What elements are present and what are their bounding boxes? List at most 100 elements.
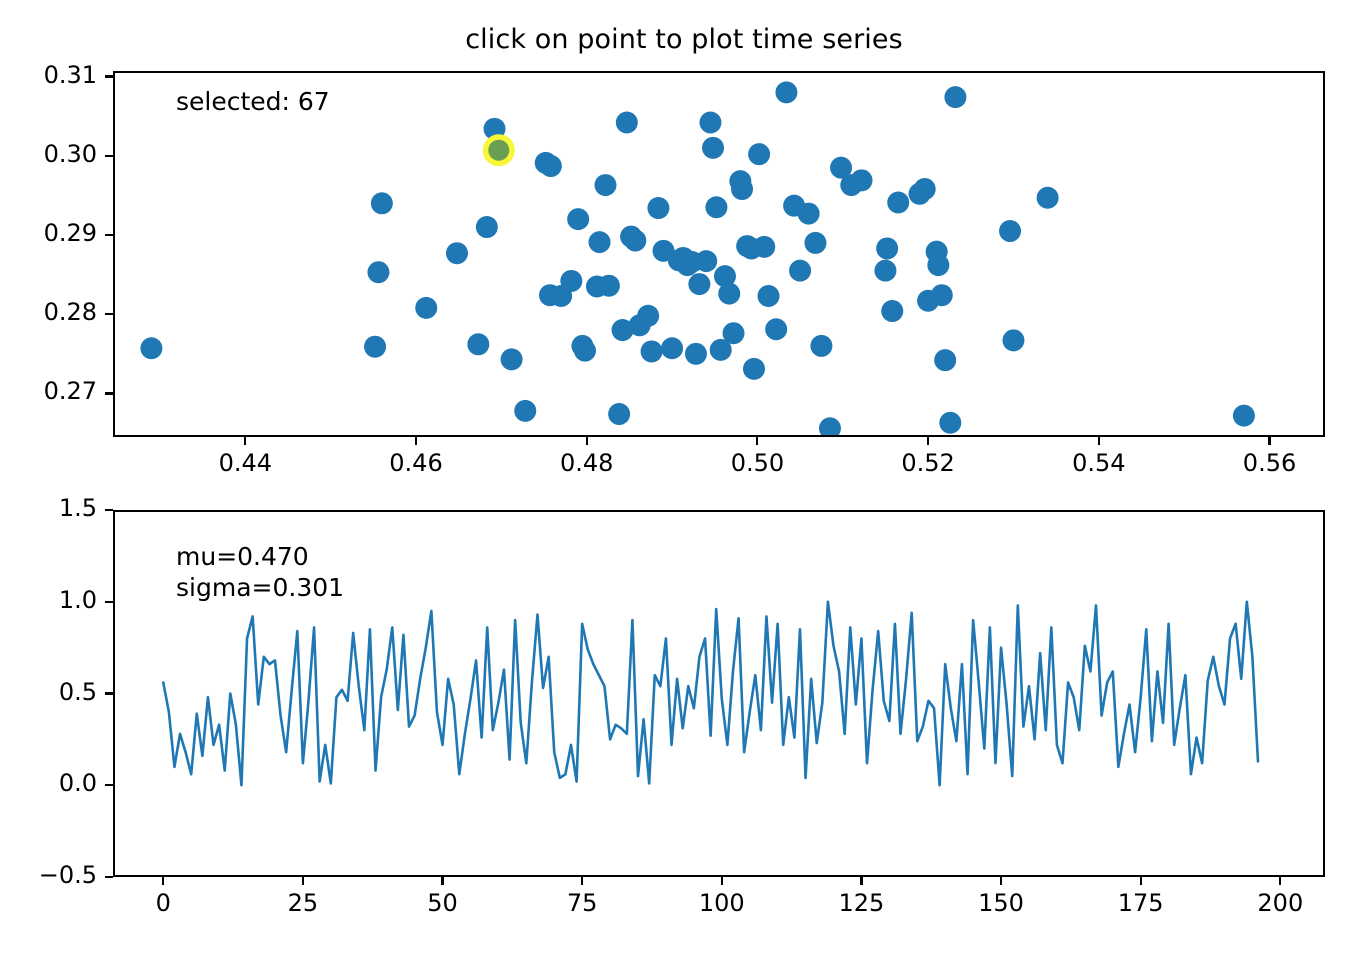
timeseries-x-tickmark (999, 877, 1003, 885)
scatter-point[interactable] (695, 250, 718, 273)
scatter-point[interactable] (757, 284, 780, 307)
scatter-x-tickmark (414, 437, 418, 445)
scatter-point[interactable] (810, 334, 833, 357)
scatter-point[interactable] (939, 411, 962, 434)
timeseries-y-tickmark (105, 508, 113, 512)
scatter-point[interactable] (876, 237, 899, 260)
scatter-plot-axes[interactable] (113, 71, 1325, 437)
timeseries-x-tick-label: 0 (155, 889, 171, 917)
scatter-x-tick-label: 0.52 (901, 449, 955, 477)
scatter-point[interactable] (818, 417, 841, 435)
scatter-point[interactable] (1036, 186, 1059, 209)
scatter-point[interactable] (415, 296, 438, 319)
timeseries-x-tick-label: 200 (1257, 889, 1304, 917)
scatter-point[interactable] (367, 261, 390, 284)
scatter-point[interactable] (140, 337, 163, 360)
scatter-point[interactable] (560, 269, 583, 292)
scatter-point[interactable] (705, 196, 728, 219)
scatter-point[interactable] (467, 333, 490, 356)
scatter-point[interactable] (753, 235, 776, 258)
scatter-point[interactable] (588, 231, 611, 254)
scatter-point[interactable] (702, 136, 725, 159)
scatter-point[interactable] (927, 254, 950, 277)
scatter-x-tickmark (1097, 437, 1100, 445)
scatter-point[interactable] (999, 220, 1022, 243)
scatter-point[interactable] (789, 259, 812, 282)
scatter-point[interactable] (611, 319, 634, 342)
scatter-point[interactable] (797, 202, 820, 225)
scatter-point[interactable] (804, 231, 827, 254)
timeseries-y-tickmark (105, 600, 113, 603)
scatter-point[interactable] (748, 143, 771, 166)
timeseries-x-tick-label: 100 (698, 889, 745, 917)
scatter-point[interactable] (709, 338, 732, 361)
scatter-point[interactable] (934, 349, 957, 372)
scatter-point[interactable] (364, 335, 387, 358)
scatter-point[interactable] (775, 81, 798, 104)
scatter-point[interactable] (445, 242, 468, 265)
scatter-point[interactable] (713, 265, 736, 288)
timeseries-x-tick-label: 25 (287, 889, 319, 917)
scatter-point[interactable] (637, 304, 660, 327)
scatter-point[interactable] (684, 342, 707, 365)
scatter-point[interactable] (597, 274, 620, 297)
selected-point-marker[interactable] (488, 139, 510, 161)
scatter-point[interactable] (765, 318, 788, 341)
scatter-point[interactable] (640, 340, 663, 363)
scatter-x-tick-label: 0.44 (218, 449, 272, 477)
timeseries-x-tick-label: 75 (566, 889, 598, 917)
scatter-point[interactable] (539, 155, 562, 178)
scatter-y-tick-label: 0.28 (43, 298, 97, 327)
timeseries-x-tickmark (1139, 877, 1142, 885)
scatter-point[interactable] (615, 111, 638, 134)
scatter-y-tickmark (105, 392, 113, 395)
timeseries-mu-annotation: mu=0.470 (176, 542, 309, 571)
scatter-x-tick-label: 0.54 (1072, 449, 1126, 477)
scatter-point[interactable] (718, 282, 741, 305)
scatter-point[interactable] (830, 156, 853, 179)
scatter-point[interactable] (699, 111, 722, 134)
scatter-point[interactable] (874, 259, 897, 282)
scatter-selected-annotation: selected: 67 (176, 87, 330, 116)
scatter-x-tick-label: 0.46 (389, 449, 443, 477)
scatter-point[interactable] (887, 191, 910, 214)
scatter-point[interactable] (574, 339, 596, 362)
scatter-point[interactable] (850, 169, 873, 192)
scatter-point[interactable] (500, 348, 523, 371)
scatter-y-tick-label: 0.29 (43, 218, 97, 247)
scatter-point[interactable] (514, 399, 537, 422)
timeseries-x-tickmark (860, 877, 863, 885)
scatter-point[interactable] (608, 403, 631, 426)
scatter-x-tickmark (244, 437, 247, 445)
scatter-point[interactable] (475, 216, 498, 239)
scatter-point[interactable] (567, 208, 590, 231)
scatter-point[interactable] (731, 178, 754, 201)
scatter-x-tickmark (927, 437, 930, 445)
scatter-x-tickmark (1268, 437, 1271, 445)
timeseries-y-tickmark (105, 784, 113, 787)
scatter-point[interactable] (1232, 404, 1255, 427)
timeseries-canvas (161, 600, 1260, 787)
scatter-point[interactable] (944, 86, 967, 109)
timeseries-sigma-annotation: sigma=0.301 (176, 573, 345, 602)
timeseries-y-tick-label: 1.5 (58, 494, 97, 522)
scatter-point[interactable] (930, 284, 953, 307)
timeseries-y-tickmark (105, 692, 113, 695)
timeseries-x-tick-label: 125 (838, 889, 885, 917)
scatter-point[interactable] (1002, 329, 1025, 352)
scatter-canvas[interactable] (115, 73, 1323, 435)
timeseries-y-tickmark (105, 875, 113, 879)
timeseries-plot-axes[interactable] (113, 510, 1325, 877)
timeseries-x-tickmark (1279, 877, 1282, 885)
scatter-point[interactable] (722, 322, 745, 345)
scatter-point[interactable] (742, 357, 765, 380)
scatter-point[interactable] (688, 273, 711, 296)
scatter-point[interactable] (624, 229, 647, 252)
scatter-point[interactable] (913, 178, 936, 201)
scatter-point[interactable] (647, 197, 670, 220)
scatter-point[interactable] (881, 300, 904, 323)
scatter-point[interactable] (661, 337, 684, 360)
scatter-point[interactable] (370, 192, 393, 215)
scatter-point[interactable] (594, 174, 617, 197)
